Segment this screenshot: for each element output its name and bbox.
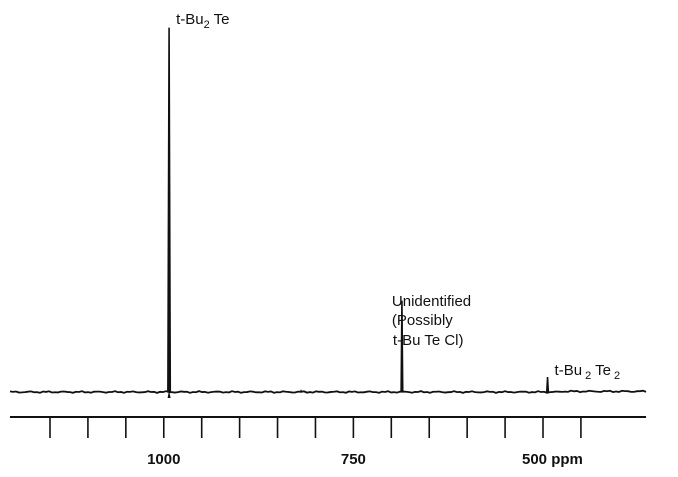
peak-label-unidentified-line-2: t-Bu Te Cl) bbox=[393, 332, 464, 349]
x-tick-label-500: 500 ppm bbox=[522, 451, 583, 468]
peak-label-t-bu2te2-part-3: 2 bbox=[611, 370, 620, 382]
x-axis-tick-labels: 1000 750 500 ppm bbox=[147, 451, 583, 468]
peak-label-t-bu2te2-part-0: t-Bu bbox=[555, 362, 583, 379]
peak-1 bbox=[400, 300, 404, 393]
peak-label-t-bu2te-part-2: Te bbox=[210, 11, 230, 28]
peak-2 bbox=[545, 377, 550, 393]
peak-label-t-bu2te2-part-1: 2 bbox=[582, 370, 591, 382]
peak-0-base-dip bbox=[167, 390, 171, 398]
peak-label-t-bu2te-part-0: t-Bu bbox=[176, 11, 204, 28]
peak-label-t-bu2te2-part-2: Te bbox=[591, 362, 611, 379]
peak-label-unidentified-line-1: (Possibly bbox=[392, 312, 453, 329]
peak-label-t-bu2te: t-Bu2 Te bbox=[176, 11, 229, 31]
peak-0 bbox=[167, 27, 172, 393]
peak-label-t-bu2te2: t-Bu 2 Te 2 bbox=[555, 362, 621, 382]
peak-label-t-bu2te-part-1: 2 bbox=[204, 19, 210, 31]
x-tick-label-750: 750 bbox=[341, 451, 366, 468]
spectrum-baseline bbox=[9, 389, 647, 394]
spectrum-trace-group bbox=[9, 27, 647, 398]
peak-label-unidentified-line-0: Unidentified bbox=[392, 293, 471, 310]
x-tick-label-1000: 1000 bbox=[147, 451, 180, 468]
x-axis-ticks bbox=[49, 417, 582, 438]
